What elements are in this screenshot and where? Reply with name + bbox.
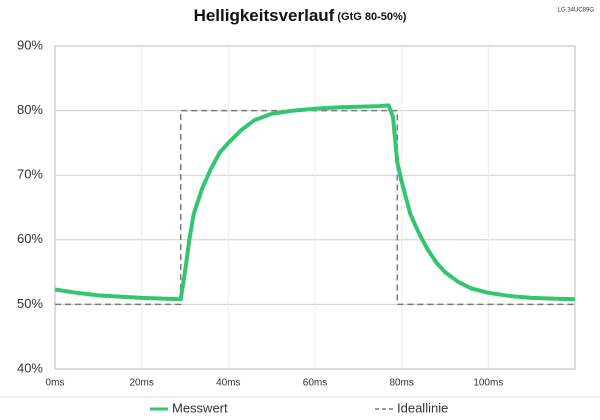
- y-tick-label: 60%: [17, 231, 43, 246]
- chart-title: Helligkeitsverlauf (GtG 80-50%): [194, 6, 407, 25]
- y-tick-label: 50%: [17, 296, 43, 311]
- x-tick-label: 100ms: [473, 378, 503, 389]
- y-tick-label: 80%: [17, 102, 43, 117]
- plot-frame: [54, 45, 576, 370]
- y-tick-label: 40%: [17, 360, 43, 375]
- corner-label: LG 34UC89G: [558, 8, 595, 14]
- data-line: [55, 109, 575, 306]
- x-tick-label: 80ms: [389, 378, 413, 389]
- subtitle: (GtG 80-50%): [337, 11, 406, 23]
- x-tick-label: 40ms: [216, 378, 240, 389]
- legend-label: Ideallinie: [397, 400, 448, 415]
- title: Helligkeitsverlauf: [194, 6, 335, 25]
- x-tick-label: 0ms: [46, 378, 65, 389]
- legend-label: Messwert: [172, 400, 228, 415]
- y-tick-label: 70%: [17, 167, 43, 182]
- x-tick-label: 20ms: [129, 378, 153, 389]
- x-tick-label: 60ms: [303, 378, 327, 389]
- data-line: [54, 103, 576, 302]
- y-tick-label: 90%: [17, 37, 43, 52]
